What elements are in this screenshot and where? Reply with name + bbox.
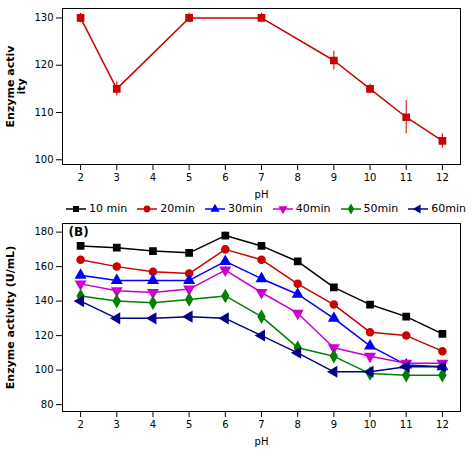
svg-text:2: 2 [77, 172, 83, 183]
svg-text:7: 7 [258, 172, 264, 183]
svg-text:9: 9 [331, 419, 337, 430]
svg-text:160: 160 [34, 261, 53, 272]
svg-text:100: 100 [34, 154, 53, 165]
svg-text:Enzyme activity (U/mL): Enzyme activity (U/mL) [4, 246, 17, 389]
html-text:10 min: 10 min [89, 202, 128, 215]
svg-text:3: 3 [114, 172, 120, 183]
svg-text:Enzyme activity: Enzyme activity [4, 45, 28, 128]
svg-text:120: 120 [34, 59, 53, 70]
svg-text:130: 130 [34, 12, 53, 23]
svg-text:6: 6 [222, 419, 228, 430]
svg-text:120: 120 [34, 330, 53, 341]
html-text:60min: 60min [431, 202, 466, 215]
svg-text:10: 10 [364, 172, 377, 183]
svg-text:12: 12 [436, 419, 449, 430]
svg-text:2: 2 [77, 419, 83, 430]
svg-text:5: 5 [186, 419, 192, 430]
svg-text:6: 6 [222, 172, 228, 183]
svg-text:12: 12 [436, 172, 449, 183]
svg-text:3: 3 [114, 419, 120, 430]
svg-text:pH: pH [255, 189, 269, 200]
svg-text:140: 140 [34, 295, 53, 306]
svg-text:180: 180 [34, 226, 53, 237]
svg-text:80: 80 [41, 399, 54, 410]
svg-text:(B): (B) [69, 225, 89, 239]
svg-text:4: 4 [150, 419, 156, 430]
html-text:50min: 50min [363, 202, 399, 215]
html-text:30min: 30min [228, 202, 263, 215]
svg-text:9: 9 [331, 172, 337, 183]
html-text:20min: 20min [160, 202, 195, 215]
svg-text:100: 100 [34, 364, 53, 375]
svg-text:8: 8 [294, 172, 300, 183]
svg-text:7: 7 [258, 419, 264, 430]
svg-text:10: 10 [364, 419, 377, 430]
html-text:40min: 40min [295, 202, 331, 215]
svg-text:110: 110 [34, 107, 53, 118]
svg-text:5: 5 [186, 172, 192, 183]
svg-text:11: 11 [400, 172, 413, 183]
svg-text:11: 11 [400, 419, 413, 430]
svg-text:4: 4 [150, 172, 156, 183]
svg-text:pH: pH [255, 436, 269, 447]
svg-text:8: 8 [294, 419, 300, 430]
